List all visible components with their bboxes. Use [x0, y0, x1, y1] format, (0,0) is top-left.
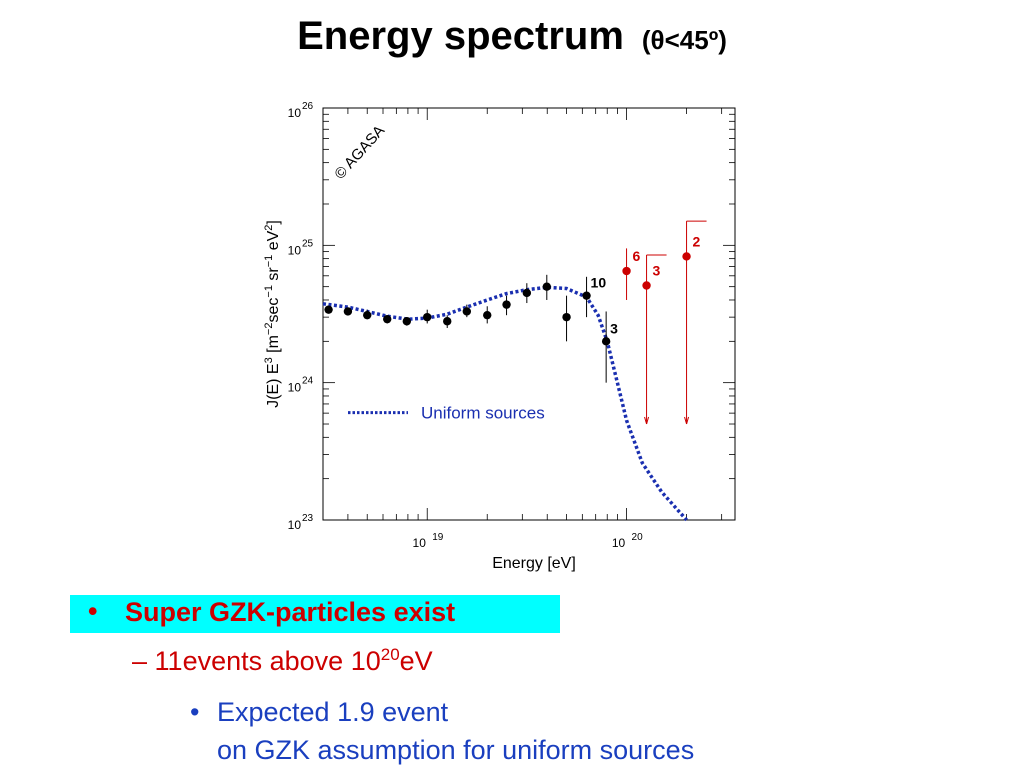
event-count-label: 6 — [633, 248, 641, 264]
data-point — [542, 282, 551, 291]
bullet-events-above: – 11events above 1020eV — [132, 645, 433, 677]
y-axis-label-part: sec — [265, 298, 282, 323]
limit-arrow — [684, 416, 688, 425]
event-count-label: 3 — [653, 262, 661, 278]
y-tick-exponent: 23 — [302, 513, 314, 524]
data-point — [462, 307, 472, 316]
data-point — [582, 291, 591, 300]
events-unit: eV — [399, 646, 433, 676]
y-axis-label-part: 3 — [263, 357, 275, 363]
bullet-marker: • — [190, 697, 200, 727]
event-count-label: 10 — [591, 275, 607, 291]
y-tick-exponent: 25 — [302, 238, 314, 249]
bullet-marker: • — [88, 596, 98, 626]
y-tick-label: 10 — [288, 106, 302, 120]
x-tick-label: 10 — [413, 536, 427, 550]
data-point — [483, 310, 492, 320]
event-count-label: 2 — [693, 233, 701, 249]
events-text: 11events above 10 — [154, 646, 381, 676]
y-tick-label: 10 — [288, 518, 302, 532]
legend-label: Uniform sources — [421, 404, 545, 423]
y-tick-exponent: 26 — [302, 101, 314, 112]
data-point — [562, 312, 571, 322]
x-tick-label: 10 — [612, 536, 626, 550]
data-point — [363, 310, 372, 320]
y-tick-label: 10 — [288, 381, 302, 395]
data-point — [324, 305, 333, 314]
agasa-watermark: © AGASA — [331, 122, 388, 182]
bullet-text: Super GZK-particles exist — [125, 597, 456, 627]
data-point — [601, 337, 611, 346]
data-point-red — [682, 252, 691, 261]
data-point-red — [642, 281, 651, 290]
data-point — [402, 317, 412, 326]
data-point — [443, 317, 452, 326]
title-subtitle: (θ<45º) — [641, 25, 727, 55]
x-tick-exponent: 20 — [632, 532, 644, 543]
data-point-red — [622, 266, 631, 276]
limit-arrow — [646, 416, 650, 425]
expected-line2: on GZK assumption for uniform sources — [217, 735, 695, 765]
y-axis-label-part: J(E) E — [265, 363, 282, 407]
data-point — [522, 288, 532, 298]
bullet-super-gzk: • Super GZK-particles exist — [70, 595, 560, 633]
limit-arrow — [686, 416, 690, 425]
title-main: Energy spectrum — [297, 14, 624, 58]
data-point — [502, 300, 511, 309]
x-tick-exponent: 19 — [432, 532, 444, 543]
y-tick-label: 10 — [288, 243, 302, 257]
limit-arrow — [644, 416, 648, 425]
y-axis-label-part: −2 — [263, 323, 275, 336]
events-exponent: 20 — [380, 645, 400, 664]
y-axis-label-part: ] — [265, 220, 282, 224]
y-axis-label-part: eV — [265, 230, 282, 254]
dash-marker: – — [132, 646, 148, 676]
x-axis-label: Energy [eV] — [492, 555, 576, 572]
expected-line1: Expected 1.9 event — [217, 697, 449, 727]
slide-title: Energy spectrum (θ<45º) — [0, 14, 1024, 59]
y-axis-label-part: −1 — [263, 255, 275, 268]
data-point — [423, 312, 432, 322]
y-tick-exponent: 24 — [302, 376, 314, 387]
y-axis-label: J(E) E3 [m−2sec−1 sr−1 eV2] — [263, 220, 282, 408]
plot-frame — [322, 107, 736, 521]
y-axis-label-part: sr — [265, 267, 282, 285]
data-point — [343, 307, 353, 316]
data-point — [383, 314, 392, 324]
y-axis-label-part: 2 — [263, 225, 275, 231]
y-axis-label-part: [m — [265, 335, 282, 357]
event-count-label: 3 — [610, 320, 618, 336]
y-axis-label-part: −1 — [263, 285, 275, 298]
